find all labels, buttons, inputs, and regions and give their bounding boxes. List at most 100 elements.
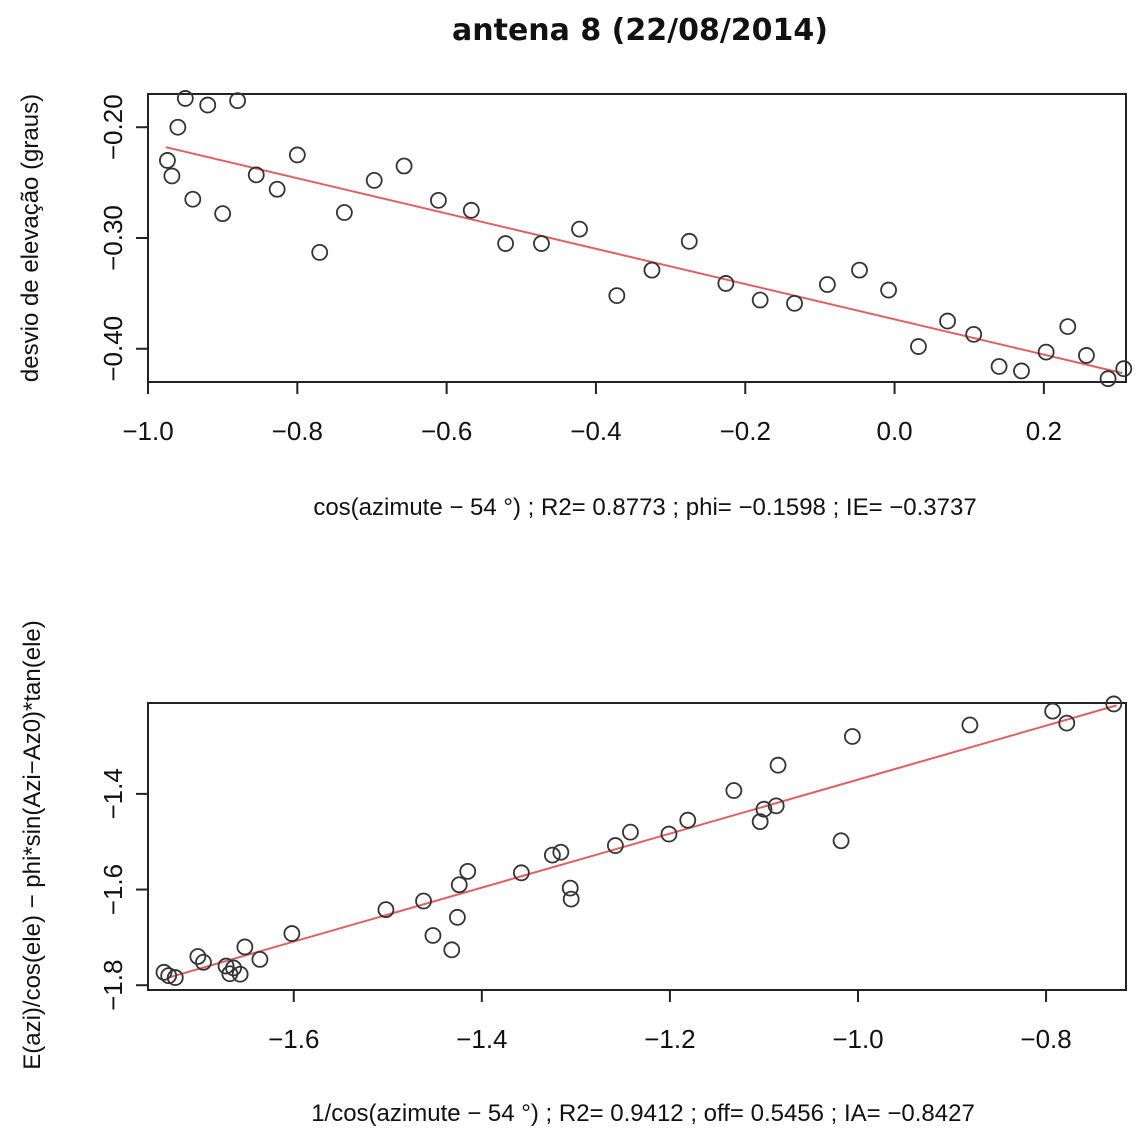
data-point xyxy=(450,876,468,894)
data-point xyxy=(195,953,212,971)
data-point xyxy=(247,166,265,184)
data-point xyxy=(767,797,785,815)
data-point xyxy=(660,825,678,843)
x-tick-label: −0.8 xyxy=(1020,1024,1071,1054)
x-tick-label: −0.4 xyxy=(570,416,621,446)
data-point xyxy=(751,813,769,831)
data-point xyxy=(512,864,530,882)
data-point xyxy=(1058,714,1076,732)
x-tick-label: 0.2 xyxy=(1026,416,1062,446)
x-tick-label: −1.0 xyxy=(832,1024,883,1054)
data-point xyxy=(680,232,698,250)
data-point xyxy=(571,220,588,238)
data-point xyxy=(562,890,580,908)
data-point xyxy=(1059,318,1077,336)
data-point xyxy=(169,118,187,136)
y-tick-label: −0.30 xyxy=(98,205,128,271)
data-point xyxy=(214,205,232,223)
plot-elevation-deviation: −1.0 −0.8 −0.6 −0.4 −0.2 0.0 0.2 −0.20−0.30−0.… xyxy=(17,90,1133,521)
data-point xyxy=(965,325,983,343)
data-point xyxy=(543,846,561,864)
data-point xyxy=(643,261,661,279)
data-point xyxy=(155,963,173,981)
data-point xyxy=(365,171,383,189)
y-tick-label: −1.4 xyxy=(98,768,128,819)
x-tick-label: −1.0 xyxy=(122,416,173,446)
x-axis: −1.0 −0.8 −0.6 −0.4 −0.2 0.0 0.2 xyxy=(122,382,1062,446)
data-point xyxy=(415,892,432,910)
regression-line xyxy=(166,704,1117,980)
data-point xyxy=(497,235,515,252)
data-point xyxy=(561,879,579,897)
data-point xyxy=(843,728,861,745)
data-point xyxy=(832,832,850,850)
data-point xyxy=(1115,360,1133,378)
data-point xyxy=(910,338,927,355)
data-point xyxy=(229,92,246,110)
data-point xyxy=(160,967,178,985)
data-point xyxy=(939,312,956,330)
y-tick-label: −0.40 xyxy=(98,316,128,382)
data-point xyxy=(335,204,353,221)
x-tick-label: −1.6 xyxy=(268,1024,319,1054)
data-point xyxy=(166,969,184,986)
data-point xyxy=(395,157,413,175)
data-point xyxy=(769,756,787,774)
x-axis-label: cos(azimute − 54 °) ; R2= 0.8773 ; phi= … xyxy=(313,494,976,521)
data-point xyxy=(717,275,735,292)
x-axis-label: 1/cos(azimute − 54 °) ; R2= 0.9412 ; off… xyxy=(311,1100,975,1127)
data-point xyxy=(430,191,447,209)
data-point xyxy=(622,823,639,841)
y-axis: −0.20 −0.30 −0.40 xyxy=(98,94,148,382)
data-point xyxy=(251,950,269,968)
data-point xyxy=(818,276,836,293)
data-point xyxy=(311,243,329,261)
data-point xyxy=(377,901,395,919)
data-point xyxy=(159,152,176,169)
data-point xyxy=(163,167,181,185)
data-point xyxy=(786,294,803,312)
data-point xyxy=(184,190,202,208)
data-point xyxy=(443,941,461,959)
data-point xyxy=(459,862,477,880)
data-point xyxy=(880,281,897,299)
x-tick-label: −0.2 xyxy=(720,416,771,446)
data-point xyxy=(231,965,249,983)
x-tick-label: −0.8 xyxy=(272,416,323,446)
data-point xyxy=(1099,370,1117,388)
data-point xyxy=(268,180,286,198)
data-points xyxy=(155,695,1123,986)
data-point xyxy=(990,358,1008,375)
data-point xyxy=(1044,702,1062,720)
data-point xyxy=(288,146,306,164)
data-point xyxy=(725,782,743,799)
data-point xyxy=(679,811,697,829)
y-axis-label: desvio de elevação (graus) xyxy=(17,94,44,382)
data-point xyxy=(424,927,442,944)
data-point xyxy=(552,843,570,861)
y-tick-label: −1.8 xyxy=(98,960,128,1011)
y-axis-label: E(azi)/cos(ele) − phi*sin(Azi−Az0)*tan(e… xyxy=(19,620,46,1070)
data-points xyxy=(159,90,1133,388)
data-point xyxy=(283,925,301,942)
x-tick-label: −1.4 xyxy=(456,1024,507,1054)
data-point xyxy=(236,938,254,956)
data-point xyxy=(1105,695,1123,713)
data-point xyxy=(608,287,626,305)
y-tick-label: −0.20 xyxy=(98,94,128,160)
figure-title: antena 8 (22/08/2014) xyxy=(452,13,828,48)
data-point xyxy=(1013,362,1030,380)
plot-azimuth-error: −1.6 −1.4 −1.2 −1.0 −0.8 −1.8 −1.6 −1.4 1/cos(… xyxy=(19,620,1127,1127)
y-tick-label: −1.6 xyxy=(98,864,128,915)
x-tick-label: 0.0 xyxy=(876,416,912,446)
x-tick-label: −1.2 xyxy=(644,1024,695,1054)
plot-frame xyxy=(147,702,1127,991)
y-axis: −1.8 −1.6 −1.4 xyxy=(98,768,148,1011)
data-point xyxy=(199,96,217,114)
data-point xyxy=(189,948,207,965)
x-tick-label: −0.6 xyxy=(421,416,472,446)
data-point xyxy=(217,957,235,975)
data-point xyxy=(1037,343,1055,361)
data-point xyxy=(751,291,769,309)
